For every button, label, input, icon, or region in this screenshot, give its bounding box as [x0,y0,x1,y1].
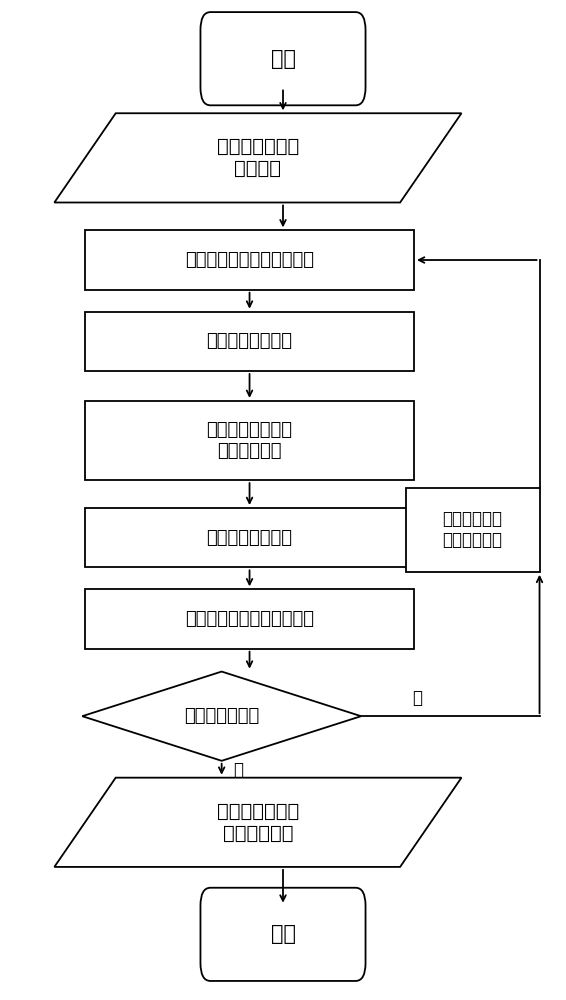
Polygon shape [54,113,461,202]
Text: 计算直流网络平衡节点参数: 计算直流网络平衡节点参数 [185,610,314,628]
Text: 估计直流网络平衡节点功率: 估计直流网络平衡节点功率 [185,251,314,269]
Bar [85,401,414,480]
Text: 计算直流网络损耗
及换流站功率: 计算直流网络损耗 及换流站功率 [207,421,293,460]
Polygon shape [82,672,361,761]
Text: 更新直流网络
平衡节点功率: 更新直流网络 平衡节点功率 [443,510,503,549]
FancyBboxPatch shape [200,888,366,981]
Bar [85,230,414,290]
Text: 输入交直流系统
原始数据: 输入交直流系统 原始数据 [217,137,299,178]
Text: 结束: 结束 [271,924,295,944]
Bar [85,589,414,649]
Text: 计算直流网络潮流: 计算直流网络潮流 [207,529,293,547]
Text: 是: 是 [233,761,243,779]
Text: 计算交流网络潮流: 计算交流网络潮流 [207,332,293,350]
Bar [85,508,414,567]
Bar [85,312,414,371]
Text: 输出交直流系统
潮流计算结果: 输出交直流系统 潮流计算结果 [217,802,299,843]
Text: 达到终止条件？: 达到终止条件？ [184,707,259,725]
FancyBboxPatch shape [200,12,366,105]
Polygon shape [54,778,461,867]
Text: 否: 否 [412,689,422,707]
Bar [406,488,539,572]
Text: 开始: 开始 [271,49,295,69]
